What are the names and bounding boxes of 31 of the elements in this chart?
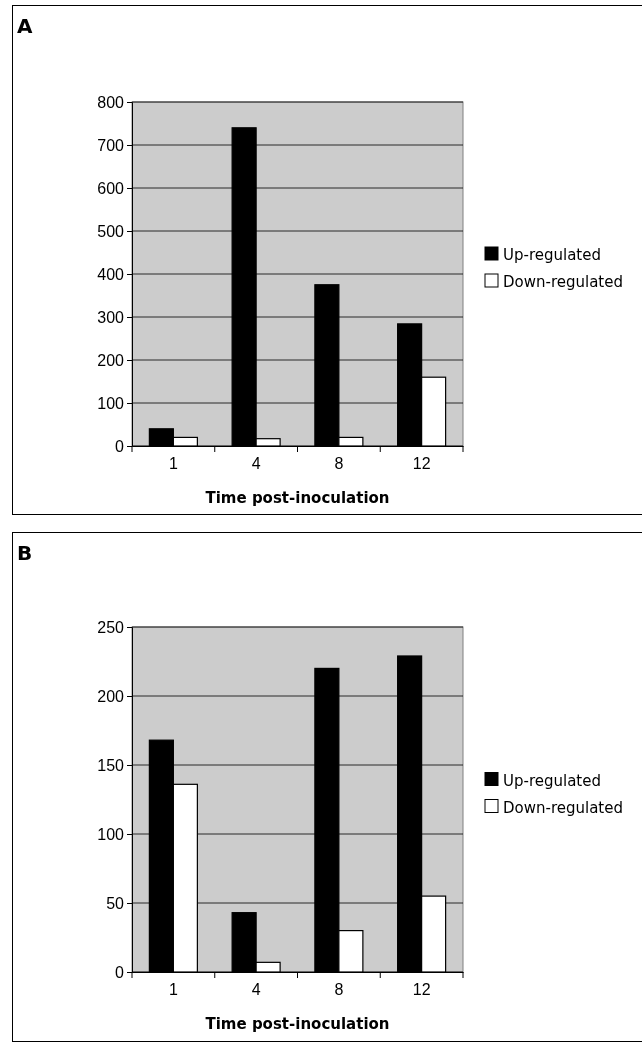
y-tick-label: 150 (97, 756, 125, 774)
y-tick-label: 600 (97, 179, 125, 197)
legend-label: Up-regulated (503, 771, 601, 790)
x-tick-label: 12 (412, 981, 431, 999)
y-tick-label: 200 (97, 687, 125, 705)
x-tick-label: 1 (168, 981, 178, 999)
chart-title: A (17, 14, 33, 38)
y-tick-label: 250 (97, 618, 125, 636)
chart-title: B (17, 541, 33, 565)
x-tick-label: 1 (168, 455, 178, 473)
x-tick-label: 8 (334, 455, 344, 473)
x-tick-label: 8 (334, 981, 344, 999)
x-axis-title: Time post-inoculation (205, 1015, 390, 1033)
y-tick-label: 0 (115, 963, 125, 981)
x-axis-title: Time post-inoculation (205, 489, 390, 507)
y-tick-label: 400 (97, 265, 125, 283)
y-tick-label: 200 (97, 351, 125, 369)
legend-label: Down-regulated (503, 273, 623, 291)
legend-label: Up-regulated (503, 246, 601, 264)
legend-label: Down-regulated (503, 798, 623, 817)
y-tick-label: 800 (97, 93, 125, 111)
y-tick-label: 100 (97, 825, 125, 843)
y-tick-label: 300 (97, 308, 125, 326)
x-tick-label: 12 (412, 455, 431, 473)
y-tick-label: 50 (106, 894, 125, 912)
x-tick-label: 4 (251, 455, 261, 473)
y-tick-label: 500 (97, 222, 125, 240)
y-tick-label: 100 (97, 394, 125, 412)
x-tick-label: 4 (251, 981, 261, 999)
y-tick-label: 700 (97, 136, 125, 154)
y-tick-label: 0 (115, 437, 125, 455)
